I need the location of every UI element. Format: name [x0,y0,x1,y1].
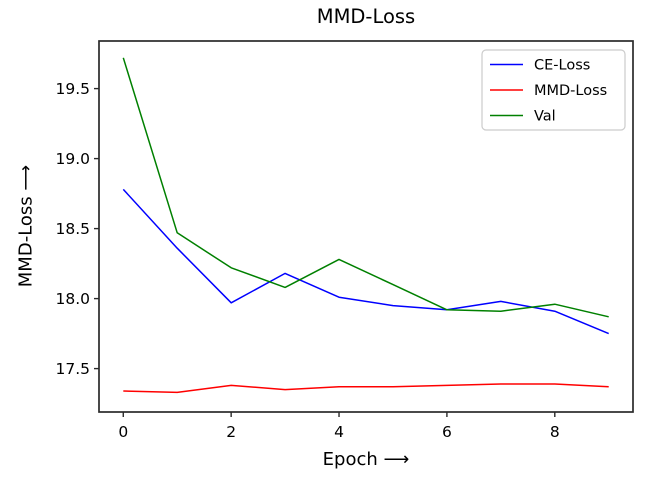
legend-label-val: Val [534,109,556,125]
legend-box [481,49,626,131]
legend-label-ce-loss: CE-Loss [534,58,590,74]
x-tick-label: 0 [118,423,128,441]
series-line-ce-loss [122,188,609,335]
x-tick-label: 8 [550,423,560,441]
legend-label-mmd-loss: MMD-Loss [534,83,607,99]
x-axis-label: Epoch ⟶ [322,449,410,470]
series-line-mmd-loss [123,383,609,394]
series-line-val [122,57,609,318]
y-tick-label: 17.5 [55,360,90,378]
y-tick-label: 19.5 [55,80,90,98]
chart-title: MMD-Loss [316,5,416,28]
y-tick-label: 19.0 [55,150,90,168]
y-tick-label: 18.5 [55,220,90,238]
x-tick-label: 4 [334,423,344,441]
x-tick-label: 6 [442,423,452,441]
axes-frame [98,40,634,413]
x-tick-label: 2 [226,423,236,441]
y-tick-label: 18.0 [55,290,90,308]
